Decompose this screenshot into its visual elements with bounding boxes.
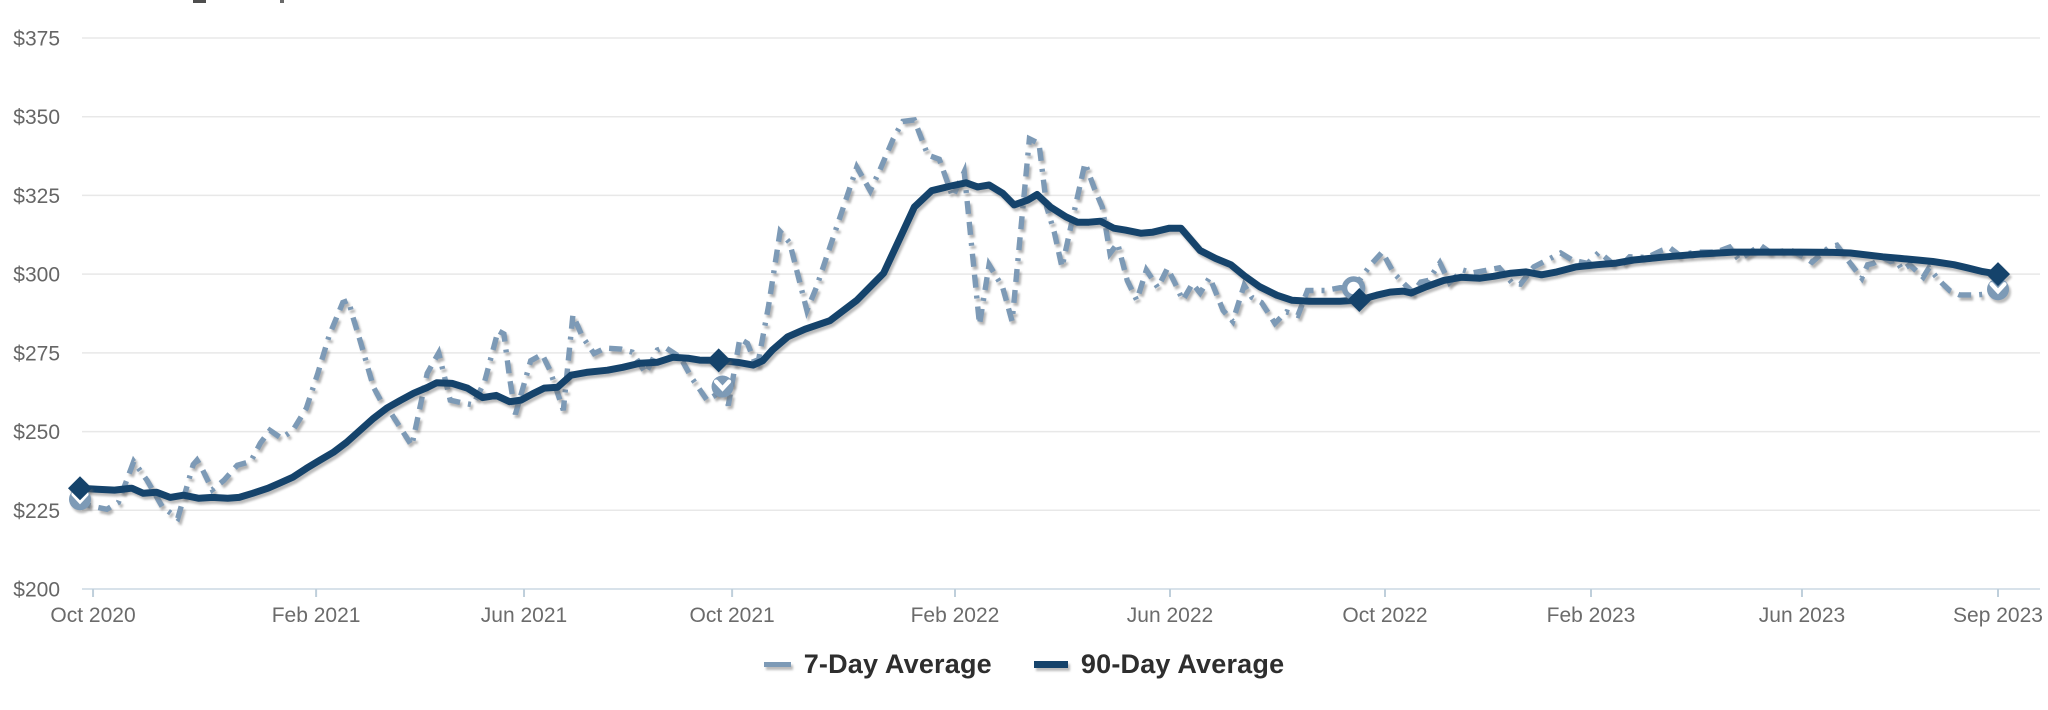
ninety-day-diamond-marker — [1347, 287, 1372, 312]
svg-text:Feb 2022: Feb 2022 — [911, 604, 1000, 627]
svg-text:Jun 2022: Jun 2022 — [1127, 604, 1213, 627]
svg-text:Feb 2023: Feb 2023 — [1547, 604, 1636, 627]
svg-text:$225: $225 — [13, 500, 60, 523]
cropped-title-fragment — [193, 0, 206, 3]
y-axis-labels: $200 $225 $250 $275 $300 $325 $350 $375 — [13, 28, 60, 602]
cropped-title-fragment — [280, 0, 284, 3]
svg-text:Oct 2020: Oct 2020 — [50, 604, 135, 627]
gridlines — [82, 37, 2040, 590]
year-boundary-markers — [68, 262, 2010, 511]
svg-text:$350: $350 — [13, 106, 60, 129]
svg-text:$325: $325 — [13, 185, 60, 208]
chart-legend: 7-Day Average 90-Day Average — [0, 649, 2048, 680]
svg-text:$250: $250 — [13, 421, 60, 444]
svg-text:Feb 2021: Feb 2021 — [272, 604, 361, 627]
legend-item-7-day[interactable]: 7-Day Average — [763, 649, 992, 680]
svg-text:$300: $300 — [13, 264, 60, 287]
dashed-line-swatch-icon — [763, 662, 791, 667]
svg-text:$275: $275 — [13, 342, 60, 365]
svg-text:Jun 2021: Jun 2021 — [481, 604, 567, 627]
svg-text:$375: $375 — [13, 28, 60, 51]
ninety-day-diamond-marker — [68, 476, 92, 501]
x-axis-ticks — [92, 589, 1999, 597]
legend-label: 7-Day Average — [803, 649, 992, 679]
svg-text:Oct 2022: Oct 2022 — [1342, 604, 1427, 627]
ninety-day-average-line — [76, 179, 2002, 502]
solid-line-swatch-icon — [1033, 661, 1068, 668]
ninety-day-diamond-marker — [706, 348, 731, 373]
legend-item-90-day[interactable]: 90-Day Average — [1033, 649, 1285, 680]
seven-day-average-line — [78, 116, 2000, 523]
svg-text:Sep 2023: Sep 2023 — [1953, 604, 2043, 627]
ninety-day-diamond-marker — [1986, 262, 2010, 287]
svg-text:Jun 2023: Jun 2023 — [1759, 604, 1845, 627]
legend-label: 90-Day Average — [1080, 649, 1285, 679]
svg-text:Oct 2021: Oct 2021 — [690, 604, 775, 627]
svg-text:$200: $200 — [13, 579, 60, 602]
x-axis-labels: Oct 2020 Feb 2021 Jun 2021 Oct 2021 Feb 2022… — [50, 604, 2043, 627]
